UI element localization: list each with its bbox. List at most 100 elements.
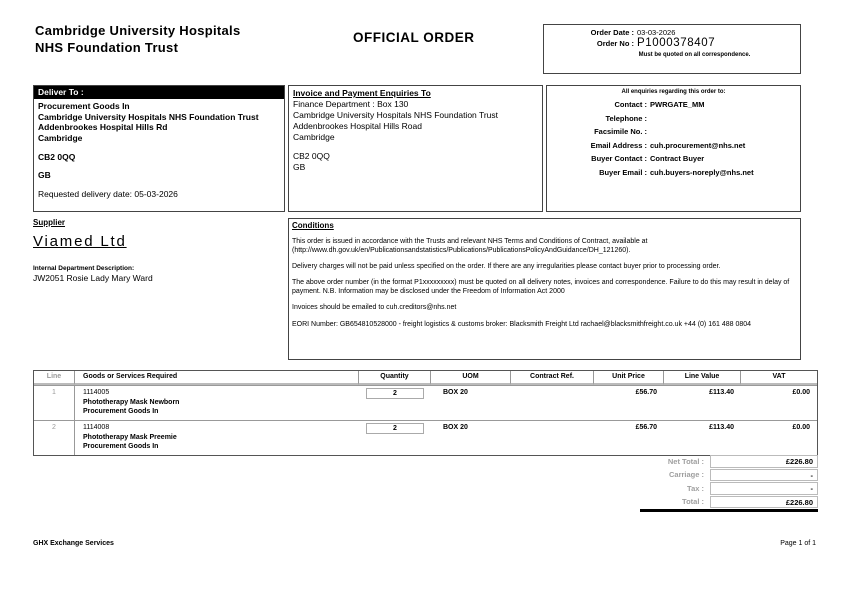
invoice-enquiries-box: Invoice and Payment Enquiries To Finance… <box>288 85 543 212</box>
email-address-value: cuh.procurement@nhs.net <box>650 140 746 150</box>
tax-label: Tax : <box>687 483 704 493</box>
conditions-box: Conditions This order is issued in accor… <box>288 218 801 360</box>
telephone-value <box>647 114 800 123</box>
email-address-label: Email Address : <box>590 140 647 150</box>
unit-price-value: £56.70 <box>635 424 657 431</box>
internal-department-value: JW2051 Rosie Lady Mary Ward <box>33 273 153 283</box>
contract-ref-value <box>511 386 594 420</box>
line-value: £113.40 <box>709 389 734 396</box>
deliver-to-header: Deliver To : <box>34 86 284 99</box>
column-header-unit-price: Unit Price <box>594 371 664 385</box>
supplier-section: Supplier Viamed Ltd Internal Department … <box>33 218 283 283</box>
item-category: Procurement Goods In <box>83 408 159 415</box>
table-row: 1 1114005 Phototherapy Mask Newborn Proc… <box>34 385 817 420</box>
deliver-to-box: Deliver To : Procurement Goods In Cambri… <box>33 85 285 212</box>
invoice-line: Cambridge <box>293 132 335 143</box>
footer-service-name: GHX Exchange Services <box>33 540 114 547</box>
supplier-name: Viamed Ltd <box>33 233 127 250</box>
goods-cell: 1114008 Phototherapy Mask Preemie Procur… <box>75 421 359 455</box>
invoice-postcode: CB2 0QQ <box>293 151 330 162</box>
uom-value: BOX 20 <box>443 424 468 431</box>
document-title: OFFICIAL ORDER <box>353 30 475 45</box>
tax-row: Tax : - <box>548 482 818 495</box>
line-number: 1 <box>34 386 75 420</box>
facsimile-value <box>647 127 800 136</box>
order-reference-box: Order Date : 03-03-2026 Order No : P1000… <box>543 24 801 74</box>
tax-value: - <box>710 482 818 495</box>
order-number-label: Order No : <box>596 39 634 48</box>
table-row: 2 1114008 Phototherapy Mask Preemie Proc… <box>34 420 817 455</box>
uom-value: BOX 20 <box>443 389 468 396</box>
order-date-row: Order Date : 03-03-2026 <box>544 28 800 37</box>
footer-page-number: Page 1 of 1 <box>780 540 816 547</box>
organisation-name-line2: NHS Foundation Trust <box>35 39 179 55</box>
carriage-label: Carriage : <box>668 470 704 480</box>
conditions-paragraph: This order is issued in accordance with … <box>292 238 648 255</box>
invoice-line: Cambridge University Hospitals NHS Found… <box>293 110 499 121</box>
quantity-cell: 2 <box>359 386 431 420</box>
telephone-label: Telephone : <box>605 113 647 123</box>
quantity-cell: 2 <box>359 421 431 455</box>
invoice-line: Addenbrookes Hospital Hills Road <box>293 121 422 132</box>
carriage-value: - <box>710 468 818 481</box>
order-date-value: 03-03-2026 <box>637 28 676 37</box>
enquiries-heading: All enquiries regarding this order to: <box>621 89 726 95</box>
item-description: Phototherapy Mask Preemie <box>83 433 177 441</box>
deliver-country: GB <box>38 170 51 181</box>
order-date-label: Order Date : <box>590 28 634 37</box>
vat-value: £0.00 <box>792 424 810 431</box>
buyer-email-value: cuh.buyers-noreply@nhs.net <box>650 167 754 177</box>
quantity-value: 2 <box>366 388 424 399</box>
contract-ref-value <box>511 421 594 455</box>
column-header-line: Line <box>34 371 75 385</box>
column-header-quantity: Quantity <box>359 371 431 385</box>
conditions-paragraph: The above order number (in the format P1… <box>292 279 790 296</box>
item-description: Phototherapy Mask Newborn <box>83 398 180 406</box>
invoice-enquiries-header: Invoice and Payment Enquiries To <box>293 88 431 98</box>
deliver-line: Cambridge <box>38 132 83 143</box>
table-header-row: Line Goods or Services Required Quantity… <box>34 371 817 385</box>
quantity-value: 2 <box>366 423 424 434</box>
unit-price-value: £56.70 <box>635 389 657 396</box>
facsimile-label: Facsimile No. : <box>594 127 647 136</box>
invoice-line: Finance Department : Box 130 <box>293 99 409 109</box>
contact-value: PWRGATE_MM <box>650 100 705 109</box>
order-enquiries-box: All enquiries regarding this order to: C… <box>546 85 801 212</box>
organisation-name-line1: Cambridge University Hospitals <box>35 23 241 38</box>
total-label: Total : <box>682 497 704 507</box>
total-underline-bar <box>640 509 818 512</box>
vat-value: £0.00 <box>792 389 810 396</box>
total-value: £226.80 <box>710 495 818 508</box>
order-quote-note: Must be quoted on all correspondence. <box>638 52 751 58</box>
invoice-country: GB <box>293 162 306 173</box>
net-total-row: Net Total : £226.80 <box>548 455 818 468</box>
line-value: £113.40 <box>709 424 734 431</box>
conditions-paragraph: EORI Number: GB654810528000 - freight lo… <box>292 320 752 328</box>
enquiries-grid: Contact : PWRGATE_MM Telephone : Facsimi… <box>547 100 800 177</box>
column-header-uom: UOM <box>431 371 511 385</box>
buyer-contact-value: Contract Buyer <box>650 154 705 163</box>
net-total-value: £226.80 <box>710 455 818 468</box>
order-number-value: P1000378407 <box>637 37 716 49</box>
conditions-paragraph: Invoices should be emailed to cuh.credit… <box>292 304 457 312</box>
deliver-line: Procurement Goods In <box>38 101 130 111</box>
buyer-email-label: Buyer Email : <box>599 167 647 177</box>
column-header-line-value: Line Value <box>664 371 741 385</box>
total-row: Total : £226.80 <box>548 495 818 508</box>
line-number: 2 <box>34 421 75 455</box>
requested-delivery-date: Requested delivery date: 05-03-2026 <box>38 188 178 199</box>
internal-department-label: Internal Department Description: <box>33 265 135 272</box>
net-total-label: Net Total : <box>667 456 704 466</box>
conditions-paragraph: Delivery charges will not be paid unless… <box>292 263 721 271</box>
order-items-table: Line Goods or Services Required Quantity… <box>33 370 818 456</box>
deliver-postcode: CB2 0QQ <box>38 151 76 162</box>
column-header-vat: VAT <box>741 371 817 385</box>
supplier-header: Supplier <box>33 218 66 227</box>
item-code: 1114005 <box>83 389 110 396</box>
column-header-goods: Goods or Services Required <box>75 371 359 385</box>
item-category: Procurement Goods In <box>83 443 159 450</box>
deliver-to-address: Procurement Goods In Cambridge Universit… <box>34 99 284 199</box>
deliver-line: Cambridge University Hospitals NHS Found… <box>38 111 259 122</box>
goods-cell: 1114005 Phototherapy Mask Newborn Procur… <box>75 386 359 420</box>
